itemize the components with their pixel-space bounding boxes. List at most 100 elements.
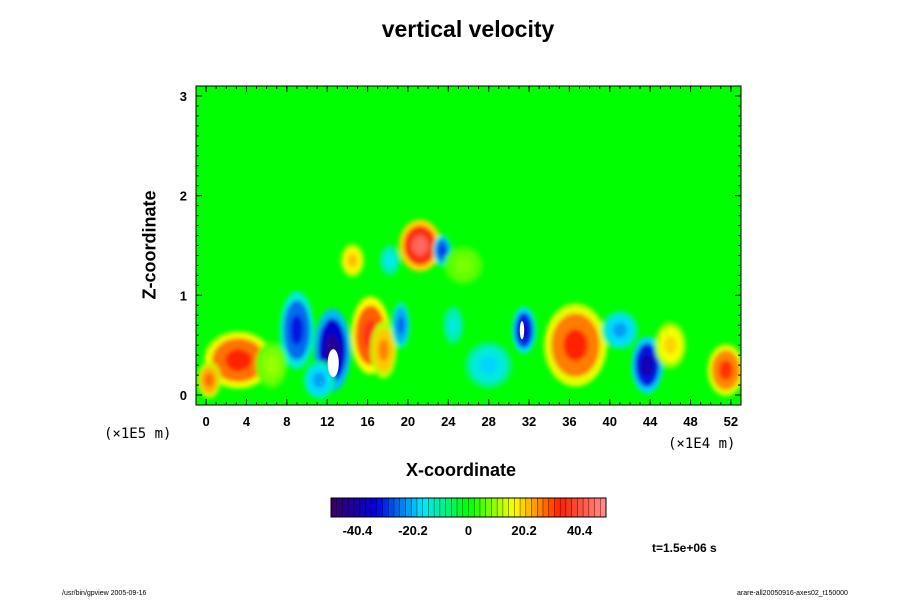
y-axis-label: Z-coordinate [139, 190, 160, 300]
heatmap-cell-core [385, 254, 394, 267]
colorbar-cell [571, 498, 578, 517]
colorbar-cell [474, 498, 481, 517]
colorbar-cell [399, 498, 406, 517]
colorbar-cell [565, 498, 573, 517]
x-axis: 0 4 8 12 16 20 24 28 32 36 40 44 48 52 [195, 86, 742, 429]
colorbar-cell [600, 498, 607, 517]
colorbar-cell [457, 498, 464, 517]
x-tick-label: 0 [202, 414, 209, 429]
heatmap-cell-core [718, 360, 733, 381]
heatmap-cell-core [641, 354, 654, 377]
x-tick-label: 4 [243, 414, 251, 429]
colorbar-cell [491, 498, 498, 517]
y-unit-label: (×1E5 m) [104, 426, 172, 442]
colorbar-cell [376, 498, 384, 517]
colorbar-cell [583, 498, 590, 517]
heatmap-cell-core [612, 322, 627, 338]
heatmap-cell-core [225, 349, 252, 372]
colorbar-cell [508, 498, 515, 517]
clipped-region [519, 321, 525, 340]
x-tick-label: 44 [643, 414, 658, 429]
y-tick-label: 0 [180, 388, 187, 403]
colorbar-cell [514, 498, 521, 517]
y-axis: 0 1 2 3 [180, 89, 741, 403]
y-tick-label: 1 [180, 288, 187, 303]
x-tick-label: 16 [360, 414, 374, 429]
y-tick-label: 2 [180, 189, 187, 204]
x-tick-label: 40 [603, 414, 617, 429]
colorbar-cell [388, 498, 395, 517]
colorbar-cell [548, 498, 555, 517]
heatmap-cell-core [313, 372, 326, 388]
colorbar-cell [353, 498, 361, 517]
x-tick-label: 24 [441, 414, 456, 429]
heatmap-cell-core [204, 373, 214, 388]
x-unit-label: (×1E4 m) [668, 436, 736, 452]
colorbar-cell [411, 498, 418, 517]
colorbar-cell [416, 498, 424, 517]
heatmap-cell-core [265, 356, 278, 375]
heatmap-cell-core [563, 329, 588, 362]
colorbar-cell [342, 498, 349, 517]
colorbar-cell [371, 498, 378, 517]
colorbar-cell [365, 498, 372, 517]
y-tick-label: 3 [180, 89, 187, 104]
colorbar-cell [405, 498, 412, 517]
colorbar-frame [330, 497, 607, 518]
colorbar-cell [577, 498, 584, 517]
heatmap-cell-core [664, 336, 677, 355]
heatmap-cell-core [411, 235, 429, 256]
time-label: t=1.5e+06 s [652, 541, 717, 555]
colorbar-cell [468, 498, 475, 517]
colorbar-tick-label: 0 [465, 523, 472, 538]
heatmap-cell-core [479, 356, 498, 375]
colorbar-cell [434, 498, 441, 517]
chart-title: vertical velocity [381, 16, 555, 42]
colorbar-cell [537, 498, 544, 517]
colorbar-tick-label: -20.2 [398, 523, 428, 538]
x-tick-label: 48 [683, 414, 697, 429]
heatmap-area [196, 86, 741, 405]
colorbar-cell [479, 498, 487, 517]
colorbar-cell [462, 498, 469, 517]
colorbar-cell [394, 498, 401, 517]
colorbar-tick-label: 20.2 [511, 523, 536, 538]
x-tick-label: 52 [724, 414, 738, 429]
heatmap-cell-core [455, 257, 472, 273]
heatmap-cell-core [290, 315, 304, 346]
colorbar-cell [560, 498, 567, 517]
colorbar-cell [520, 498, 527, 517]
colorbar-cell [451, 498, 458, 517]
colorbar-cell [531, 498, 538, 517]
colorbar-cell [554, 498, 561, 517]
x-tick-label: 32 [522, 414, 536, 429]
colorbar-cell [336, 498, 343, 517]
colorbar-cell [525, 498, 533, 517]
colorbar-cell [359, 498, 366, 517]
heatmap-cell-core [347, 253, 357, 267]
clipped-region [327, 349, 339, 378]
heatmap-cell-core [378, 339, 389, 362]
colorbar-cell [594, 498, 601, 517]
x-tick-label: 8 [283, 414, 290, 429]
x-tick-label: 12 [320, 414, 334, 429]
colorbar-cell [331, 498, 338, 517]
colorbar-cell [588, 498, 596, 517]
colorbar-tick-label: -40.4 [343, 523, 373, 538]
colorbar-cell [348, 498, 355, 517]
colorbar-cell [428, 498, 435, 517]
colorbar-cell [382, 498, 389, 517]
heatmap-cell-core [449, 317, 458, 333]
colorbar-cell [542, 498, 550, 517]
footer-right: arare-all20050916-axes02_t150000 [737, 590, 848, 597]
colorbar-cell [497, 498, 504, 517]
colorbar-cell [422, 498, 429, 517]
colorbar: -40.4 -20.2 0 20.2 40.4 [330, 497, 607, 538]
x-tick-label: 36 [562, 414, 576, 429]
heatmap-cell-core [397, 316, 405, 335]
colorbar-cell [445, 498, 452, 517]
x-tick-label: 20 [401, 414, 415, 429]
x-tick-label: 28 [481, 414, 495, 429]
colorbar-cell [485, 498, 492, 517]
